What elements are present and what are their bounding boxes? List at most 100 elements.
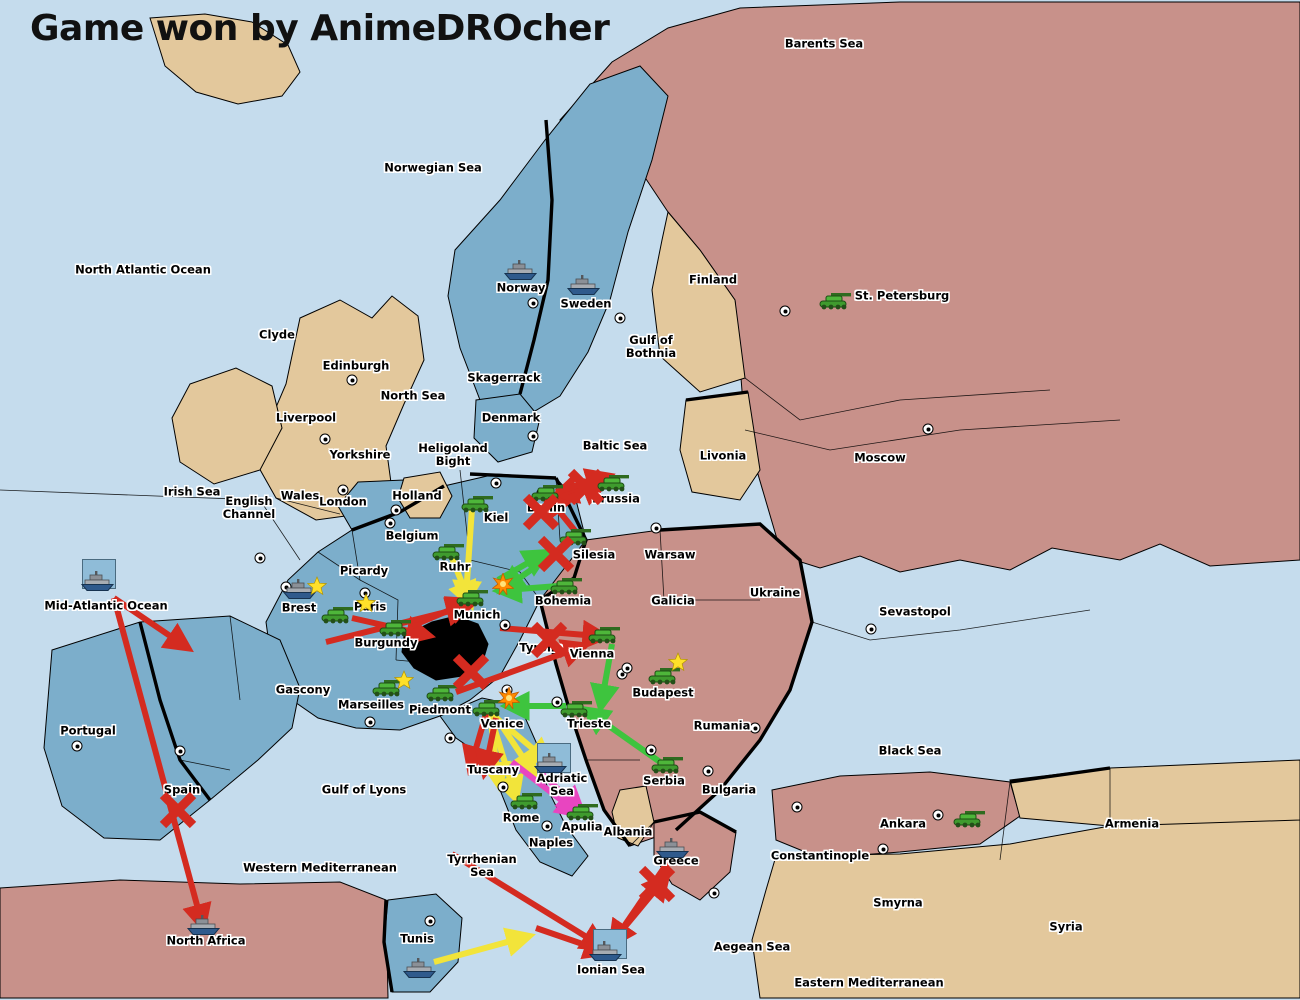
fleet-brest[interactable] xyxy=(281,578,319,600)
province-label-albania: Albania xyxy=(603,824,653,839)
province-label-warsaw: Warsaw xyxy=(644,547,696,562)
rome-sc xyxy=(497,781,509,793)
sea-label-barents-sea: Barents Sea xyxy=(784,36,864,51)
army-apulia[interactable] xyxy=(564,800,602,822)
stpetersburg-sc xyxy=(779,305,791,317)
province-label-sevastopol: Sevastopol xyxy=(879,604,951,619)
explosion-munich xyxy=(491,571,515,597)
province-label-spain: Spain xyxy=(163,782,201,797)
page-title: Game won by AnimeDROcher xyxy=(30,8,610,49)
sea-label-aegean-sea: Aegean Sea xyxy=(713,939,791,954)
tunis-sc xyxy=(424,915,436,927)
star-marseilles xyxy=(393,670,415,690)
fleet-ionian[interactable] xyxy=(587,940,625,962)
army-trieste[interactable] xyxy=(558,697,596,719)
x-tyrolia-vienna xyxy=(528,619,570,661)
province-label-rumania: Rumania xyxy=(693,718,751,733)
province-label-tunis: Tunis xyxy=(400,931,434,946)
army-piedmont[interactable] xyxy=(424,681,462,703)
army-kiel[interactable] xyxy=(459,492,497,514)
fleet-north-africa[interactable] xyxy=(185,914,223,936)
sea-label-ionian-sea: Ionian Sea xyxy=(576,962,646,977)
army-rome[interactable] xyxy=(508,789,546,811)
province-label-ukraine: Ukraine xyxy=(749,585,801,600)
province-label-picardy: Picardy xyxy=(339,563,389,578)
fleet-adriatic[interactable] xyxy=(532,752,570,774)
province-label-serbia: Serbia xyxy=(643,773,685,788)
province-label-venice: Venice xyxy=(480,716,524,731)
province-label-bohemia: Bohemia xyxy=(534,593,592,608)
x-spain xyxy=(157,789,199,831)
province-label-smyrna: Smyrna xyxy=(873,895,923,910)
trieste-sc xyxy=(551,696,563,708)
province-label-holland: Holland xyxy=(392,488,442,503)
munich-sc xyxy=(499,619,511,631)
province-label-st-petersburg: St. Petersburg xyxy=(854,288,950,303)
naples-sc xyxy=(541,820,553,832)
x-switzerland-south xyxy=(450,651,492,693)
rumania-sc xyxy=(749,722,761,734)
province-label-constantinople: Constantinople xyxy=(770,848,870,863)
fleet-greece[interactable] xyxy=(654,837,692,859)
region-finland xyxy=(651,210,746,393)
army-marseilles[interactable] xyxy=(370,676,408,698)
province-label-wales: Wales xyxy=(280,488,320,503)
fleet-norway[interactable] xyxy=(502,259,540,281)
army-st-petersburg[interactable] xyxy=(817,289,855,311)
sea-label-mid-atlantic-ocean: Mid-Atlantic Ocean xyxy=(44,598,168,613)
army-munich[interactable] xyxy=(454,586,492,608)
sea-label-irish-sea: Irish Sea xyxy=(163,484,221,499)
spain-sc xyxy=(174,745,186,757)
portugal-sc xyxy=(71,740,83,752)
denmark-sc xyxy=(527,430,539,442)
norway-sc xyxy=(527,297,539,309)
army-ankara[interactable] xyxy=(951,807,989,829)
x-berlin-defense xyxy=(520,491,562,533)
province-label-naples: Naples xyxy=(528,835,574,850)
kiel-sc xyxy=(490,477,502,489)
fleet-sweden[interactable] xyxy=(565,274,603,296)
province-label-moscow: Moscow xyxy=(854,450,906,465)
army-budapest[interactable] xyxy=(646,664,684,686)
greece-sc xyxy=(708,887,720,899)
power-borders xyxy=(138,119,1111,993)
moscow-sc xyxy=(922,423,934,435)
holland-sc xyxy=(390,504,402,516)
province-label-livonia: Livonia xyxy=(699,448,747,463)
army-venice[interactable] xyxy=(470,696,508,718)
fleet-mid-atlantic[interactable] xyxy=(79,570,117,592)
province-label-portugal: Portugal xyxy=(60,723,116,738)
province-label-brest: Brest xyxy=(281,600,317,615)
sea-label-baltic-sea: Baltic Sea xyxy=(582,438,648,453)
region-ireland xyxy=(171,367,283,485)
army-ruhr[interactable] xyxy=(430,540,468,562)
edinburgh-sc xyxy=(346,374,358,386)
sea-label-norwegian-sea: Norwegian Sea xyxy=(384,160,482,175)
province-label-yorkshire: Yorkshire xyxy=(329,447,391,462)
army-burgundy[interactable] xyxy=(377,616,415,638)
region-levant xyxy=(751,817,1300,999)
belgium-sc xyxy=(384,517,396,529)
army-paris[interactable] xyxy=(319,603,357,625)
province-label-silesia: Silesia xyxy=(572,547,616,562)
budapest-sc xyxy=(621,662,633,674)
province-label-gascony: Gascony xyxy=(275,682,331,697)
province-label-armenia: Armenia xyxy=(1104,816,1160,831)
army-bohemia[interactable] xyxy=(548,574,586,596)
province-label-syria: Syria xyxy=(1049,919,1083,934)
province-label-galicia: Galicia xyxy=(651,593,695,608)
province-label-munich: Munich xyxy=(453,607,501,622)
province-label-bulgaria: Bulgaria xyxy=(701,782,757,797)
army-vienna[interactable] xyxy=(586,623,624,645)
province-label-liverpool: Liverpool xyxy=(275,410,337,425)
province-label-sweden: Sweden xyxy=(560,296,612,311)
sea-label-gulf-of-lyons: Gulf of Lyons xyxy=(321,782,407,797)
fleet-tunis[interactable] xyxy=(401,957,439,979)
army-serbia[interactable] xyxy=(649,753,687,775)
sea-label-skagerrack: Skagerrack xyxy=(467,370,541,385)
province-label-clyde: Clyde xyxy=(259,327,295,342)
province-label-tuscany: Tuscany xyxy=(467,762,519,777)
